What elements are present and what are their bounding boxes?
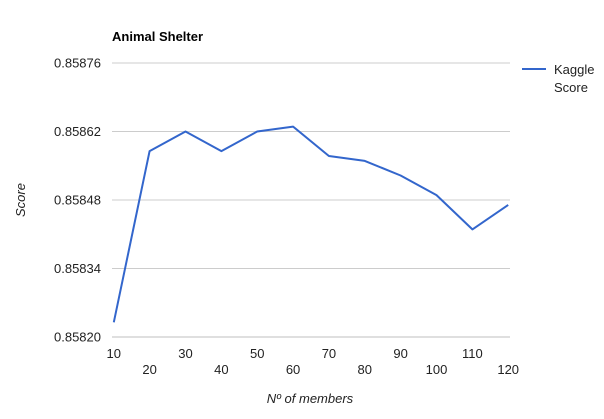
data-point	[505, 202, 511, 208]
data-point	[398, 173, 404, 179]
x-tick-label: 10	[107, 346, 121, 361]
y-tick-label: 0.85834	[54, 261, 101, 276]
x-tick-label: 60	[286, 362, 300, 377]
x-tick-label: 30	[178, 346, 192, 361]
x-tick-label: 120	[497, 362, 519, 377]
x-tick-label: 20	[142, 362, 156, 377]
data-point	[326, 153, 332, 159]
chart-title: Animal Shelter	[112, 29, 203, 44]
data-point	[433, 192, 439, 198]
x-tick-label: 80	[358, 362, 372, 377]
data-point	[147, 148, 153, 154]
data-point	[254, 129, 260, 135]
y-axis-ticks: 0.85820 0.85834 0.85848 0.85862 0.85876	[54, 56, 101, 345]
legend-label-line-2: Score	[554, 80, 588, 95]
data-point	[111, 319, 117, 325]
x-tick-label: 100	[426, 362, 448, 377]
y-tick-label: 0.85876	[54, 56, 101, 71]
x-tick-label: 110	[462, 346, 483, 361]
data-point	[218, 148, 224, 154]
x-tick-label: 90	[393, 346, 407, 361]
data-point	[362, 158, 368, 164]
y-axis-label: Score	[13, 183, 28, 217]
series-line-0	[112, 125, 509, 323]
y-tick-label: 0.85848	[54, 193, 101, 208]
x-tick-label: 40	[214, 362, 228, 377]
data-point	[469, 226, 475, 232]
gridlines	[112, 62, 510, 338]
data-point	[290, 124, 296, 130]
series-layer	[111, 124, 511, 325]
x-tick-label: 70	[322, 346, 336, 361]
x-axis-ticks: 10 20 30 40 50 60 70 80 90 100 110 120	[107, 346, 520, 377]
x-tick-label: 50	[250, 346, 264, 361]
y-tick-label: 0.85820	[54, 330, 101, 345]
legend: Kaggle Score	[522, 62, 594, 95]
y-tick-label: 0.85862	[54, 124, 101, 139]
x-axis-label: Nº of members	[267, 391, 354, 406]
legend-label-line-1: Kaggle	[554, 62, 594, 77]
data-point	[183, 129, 189, 135]
